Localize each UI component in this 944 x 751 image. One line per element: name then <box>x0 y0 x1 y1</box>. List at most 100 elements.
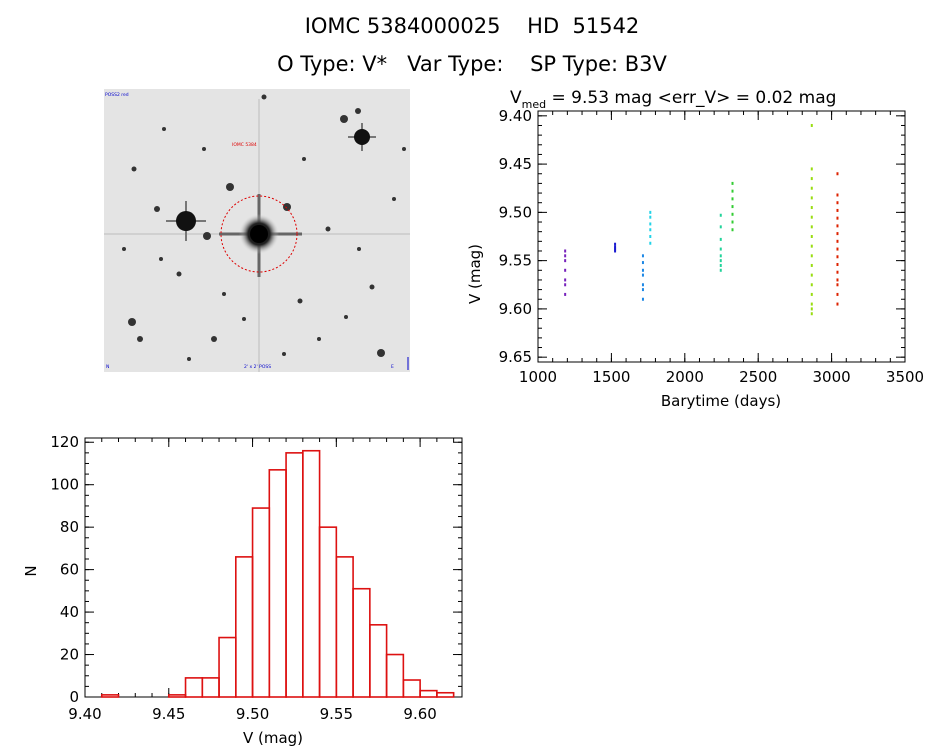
light-curve-point-3-4 <box>649 235 652 238</box>
light-curve-point-5-3 <box>731 205 734 209</box>
light-curve-point-6-11 <box>810 263 813 267</box>
histogram-xtick-label-4: 9.60 <box>403 705 436 723</box>
light-curve-point-7-6 <box>836 232 839 236</box>
histogram-bar-16 <box>419 689 438 698</box>
light-curve-point-6-14 <box>810 292 813 296</box>
faint-stars <box>122 94 406 361</box>
light-curve-ytick-label-3: 9.55 <box>499 252 532 270</box>
light-curve-point-5-5 <box>731 220 734 224</box>
light-curve-point-6-6 <box>810 215 813 219</box>
light-curve-ytick-label-1: 9.45 <box>499 155 532 173</box>
light-curve-point-7-14 <box>836 292 839 296</box>
light-curve-point-4-2 <box>719 237 722 241</box>
histogram-bar-4 <box>218 636 237 698</box>
light-curve-frame <box>537 110 906 363</box>
light-curve-chart: Vmed = 9.53 mag <err_V> = 0.02 mag 1000 1… <box>460 86 944 416</box>
light-curve-point-6-17 <box>810 312 813 316</box>
light-curve-point-6-10 <box>810 254 813 258</box>
light-curve-point-6-16 <box>810 307 813 311</box>
light-curve-point-0-4 <box>564 278 567 282</box>
light-curve-point-6-0 <box>810 123 813 127</box>
light-curve-point-6-5 <box>810 206 813 210</box>
light-curve-xtick-label-1500: 1500 <box>592 368 630 386</box>
light-curve-point-3-3 <box>649 228 652 232</box>
light-curve-point-3-5 <box>649 241 652 245</box>
light-curve-point-7-8 <box>836 247 839 251</box>
image-target-label: IOMC 5384 <box>232 142 257 148</box>
light-curve-point-2-5 <box>641 288 644 292</box>
histogram-bar-5 <box>235 556 254 698</box>
chart-title-line-1: IOMC 5384000025 HD 51542 <box>304 14 640 38</box>
light-curve-point-1-2 <box>614 247 617 251</box>
sky-image-svg: POSS2 red IOMC 5384 N 2' x 2' POSS E <box>104 89 410 372</box>
light-curve-point-2-3 <box>641 273 644 277</box>
light-curve-point-4-6 <box>719 263 722 267</box>
light-curve-point-2-2 <box>641 268 644 272</box>
light-curve-xtick-label-1000: 1000 <box>519 368 557 386</box>
light-curve-point-4-3 <box>719 247 722 251</box>
light-curve-point-2-1 <box>641 261 644 265</box>
sky-image: POSS2 red IOMC 5384 N 2' x 2' POSS E <box>104 89 410 372</box>
histogram-ytick-label-40: 40 <box>60 603 79 621</box>
light-curve-point-5-0 <box>731 181 734 185</box>
histogram-ytick-label-80: 80 <box>60 518 79 536</box>
light-curve-plot: 1000 1500 2000 2500 3000 3500 9.40 9.45 9.50 9.55… <box>499 107 925 386</box>
light-curve-point-7-1 <box>836 193 839 197</box>
histogram-bar-12 <box>352 587 371 698</box>
light-curve-point-3-0 <box>649 210 652 214</box>
image-corner-bl-label: N <box>106 364 109 370</box>
histogram-bar-17 <box>436 691 455 698</box>
histogram-bar-2 <box>184 677 204 698</box>
histogram-bar-10 <box>318 526 338 698</box>
light-curve-point-7-4 <box>836 216 839 220</box>
light-curve-point-7-12 <box>836 278 839 282</box>
light-curve-point-4-0 <box>719 213 722 217</box>
histogram-ytick-label-0: 0 <box>69 688 79 706</box>
histogram-bar-9 <box>302 449 321 698</box>
image-bottom-label: 2' x 2' POSS <box>244 364 271 370</box>
chart-title-line-2: O Type: V* Var Type: SP Type: B3V <box>277 52 667 76</box>
light-curve-point-0-6 <box>564 292 567 296</box>
light-curve-svg: Vmed = 9.53 mag <err_V> = 0.02 mag 1000 1… <box>466 88 925 410</box>
light-curve-point-3-2 <box>649 222 652 226</box>
light-curve-point-2-0 <box>641 254 644 258</box>
light-curve-point-7-7 <box>836 239 839 243</box>
light-curve-point-7-9 <box>836 255 839 259</box>
histogram-frame <box>84 437 463 698</box>
light-curve-point-1-3 <box>614 249 617 253</box>
light-curve-ytick-label-5: 9.65 <box>499 348 532 366</box>
light-curve-xtick-label-3500: 3500 <box>886 368 924 386</box>
histogram-bar-1 <box>167 694 187 698</box>
light-curve-point-0-0 <box>564 249 567 253</box>
light-curve-xtick-label-2500: 2500 <box>739 368 777 386</box>
histogram-bar-6 <box>251 507 271 698</box>
light-curve-point-1-0 <box>614 242 617 246</box>
light-curve-ylabel: V (mag) <box>466 244 484 304</box>
light-curve-point-5-6 <box>731 228 734 232</box>
light-curve-point-7-3 <box>836 208 839 212</box>
light-curve-point-7-10 <box>836 262 839 266</box>
light-curve-point-6-13 <box>810 283 813 287</box>
light-curve-xtick-label-3000: 3000 <box>813 368 851 386</box>
histogram-ytick-label-120: 120 <box>50 433 79 451</box>
light-curve-point-5-1 <box>731 189 734 193</box>
histogram-bar-3 <box>201 677 220 698</box>
light-curve-point-7-15 <box>836 302 839 306</box>
light-curve-point-2-6 <box>641 297 644 301</box>
histogram-xlabel: V (mag) <box>243 729 303 747</box>
light-curve-xlabel: Barytime (days) <box>661 392 781 410</box>
light-curve-point-4-7 <box>719 268 722 272</box>
light-curve-point-6-15 <box>810 302 813 306</box>
light-curve-point-6-8 <box>810 235 813 238</box>
histogram-bar-11 <box>335 556 354 698</box>
histogram-plot: 9.40 9.45 9.50 9.55 9.60 0 20 40 60 80 100 120 <box>50 433 463 723</box>
light-curve-point-6-1 <box>810 167 813 171</box>
light-curve-point-6-2 <box>810 177 813 181</box>
histogram-ylabel: N <box>22 565 40 576</box>
star-3 <box>354 129 370 145</box>
histogram-xtick-label-3: 9.55 <box>320 705 353 723</box>
image-corner-br-label: E <box>391 364 394 370</box>
light-curve-ytick-label-4: 9.60 <box>499 300 532 318</box>
light-curve-point-6-7 <box>810 225 813 229</box>
histogram-xtick-label-2: 9.50 <box>236 705 269 723</box>
